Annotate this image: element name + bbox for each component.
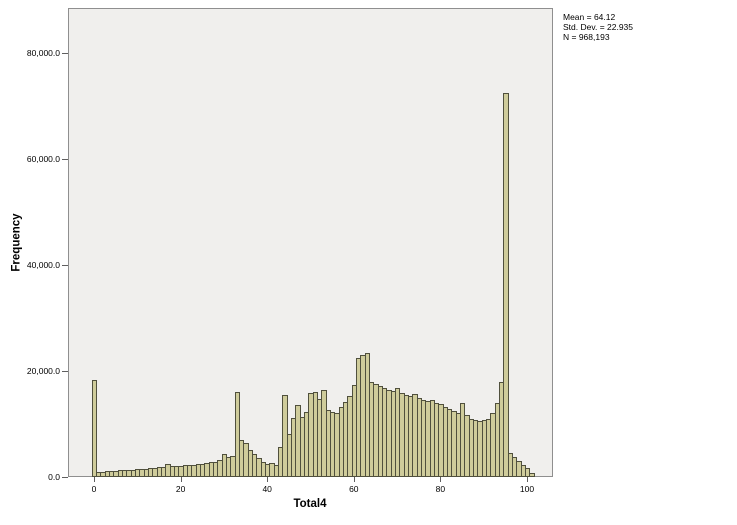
- y-tickmark: [62, 477, 68, 478]
- histogram-bar: [529, 472, 535, 477]
- x-tickmark: [93, 477, 95, 482]
- y-tick-label: 20,000.0: [26, 366, 60, 376]
- x-tickmark: [527, 477, 529, 482]
- histogram-bar: [503, 92, 509, 477]
- x-tick-label: 0: [91, 484, 97, 494]
- x-tickmark: [353, 477, 355, 482]
- x-tick-label: 20: [175, 484, 186, 494]
- y-tick-label: 60,000.0: [26, 154, 60, 165]
- histogram-bar: [234, 391, 241, 477]
- x-tickmark: [440, 477, 442, 482]
- y-tick-label: 0.0: [48, 472, 60, 482]
- x-axis-title: Total4: [293, 498, 327, 510]
- x-tickmark: [267, 477, 269, 482]
- plot-area: [68, 8, 553, 477]
- histogram-bar: [524, 468, 531, 477]
- y-tickmark: [62, 159, 68, 161]
- histogram-bar: [91, 379, 98, 477]
- y-tickmark: [62, 53, 68, 55]
- x-tick-label: 60: [349, 484, 359, 494]
- stats-block: Mean = 64.12 Std. Dev. = 22.935 N = 968,…: [563, 12, 633, 42]
- x-tick-label: 100: [519, 484, 535, 494]
- y-tickmark: [62, 265, 68, 267]
- stat-std-dev: Std. Dev. = 22.935: [563, 22, 634, 32]
- bars-layer: [69, 9, 552, 477]
- y-tick-label: 80,000.0: [26, 48, 60, 59]
- y-axis-title: Frequency: [10, 213, 23, 272]
- y-tickmark: [62, 371, 68, 372]
- x-tick-label: 80: [435, 484, 446, 494]
- stat-mean: Mean = 64.12: [563, 12, 616, 22]
- stat-n: N = 968,193: [563, 32, 610, 42]
- y-tick-label: 40,000.0: [26, 260, 60, 271]
- x-tick-label: 40: [262, 484, 272, 494]
- x-tickmark: [180, 477, 182, 482]
